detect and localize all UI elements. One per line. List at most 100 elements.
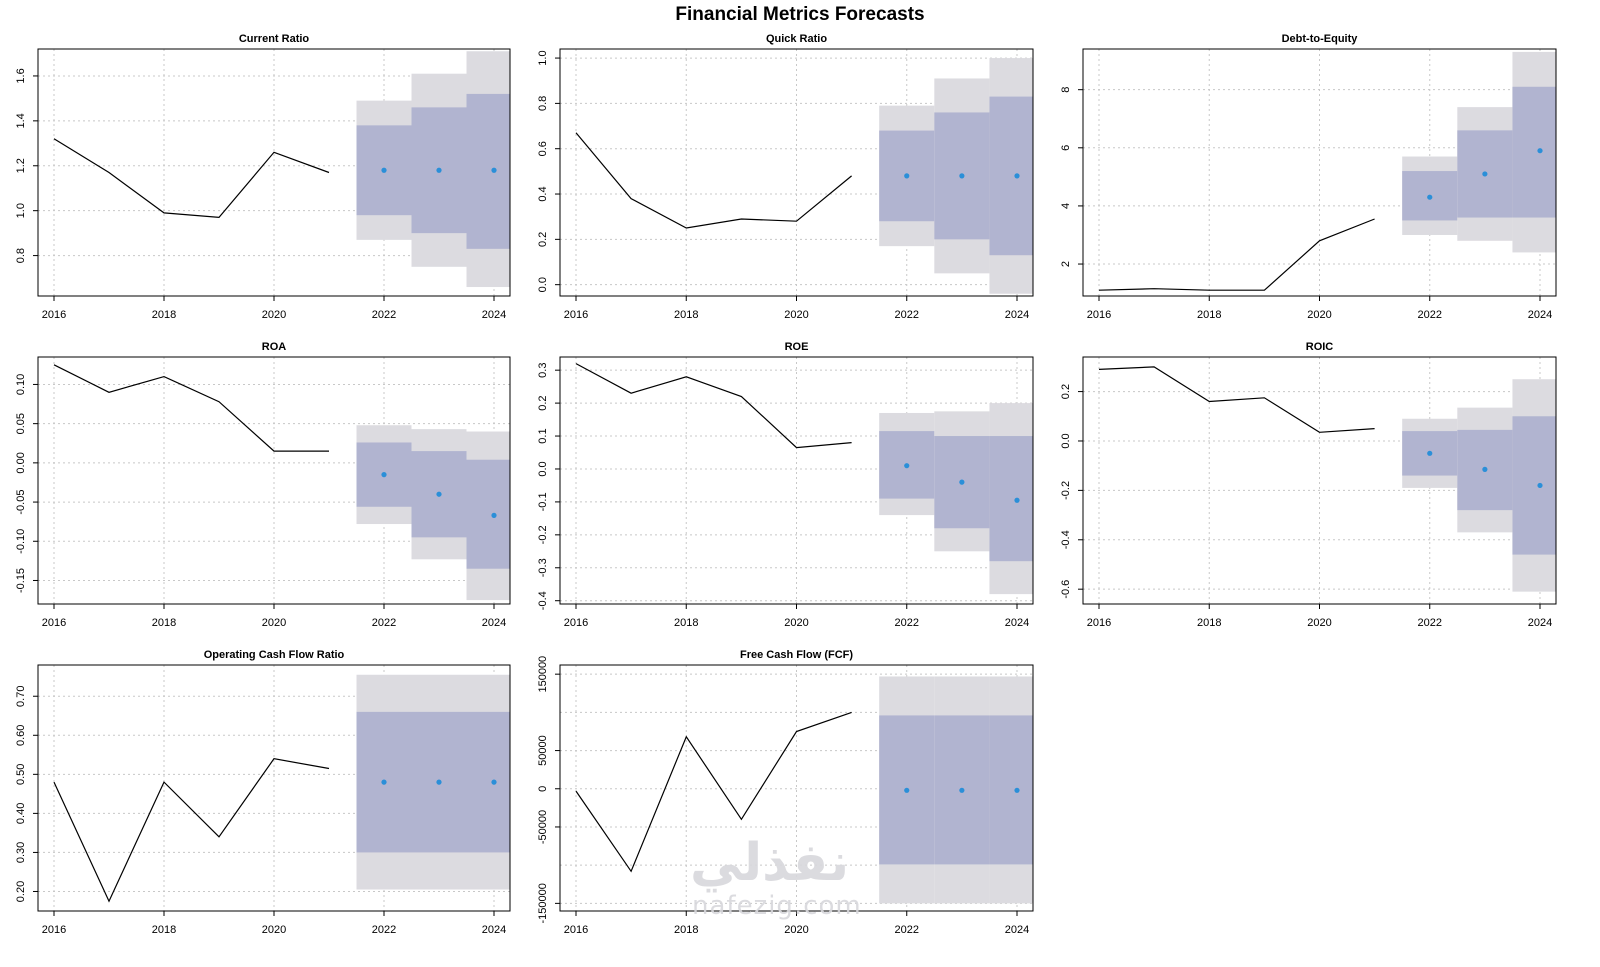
forecast-point-2024	[491, 512, 497, 518]
y-tick-label: -0.4	[1060, 530, 1072, 549]
forecast-point-2024	[491, 167, 497, 173]
forecast-point-2022	[1427, 194, 1433, 200]
y-tick-label: 0.30	[15, 842, 27, 863]
y-tick-label: 0.40	[15, 803, 27, 824]
band-80-2024	[466, 459, 510, 569]
forecast-point-2023	[959, 173, 965, 179]
y-tick-label: -0.1	[537, 492, 549, 511]
plot-area	[1083, 49, 1556, 296]
y-tick-label: 2	[1060, 261, 1072, 267]
x-tick-label: 2020	[784, 617, 808, 629]
y-tick-label: 0.2	[1060, 384, 1072, 399]
x-tick-label: 2024	[1005, 617, 1029, 629]
y-tick-label: -0.2	[537, 525, 549, 544]
x-tick-label: 2022	[895, 617, 919, 629]
panel-title: Free Cash Flow (FCF)	[740, 649, 853, 661]
x-tick-label: 2024	[1005, 924, 1029, 936]
y-tick-label: 0.70	[15, 686, 27, 707]
x-tick-label: 2016	[564, 309, 588, 321]
forecast-point-2023	[959, 787, 965, 793]
history-line	[53, 364, 329, 452]
x-tick-label: 2016	[42, 309, 66, 321]
history-line	[575, 711, 852, 873]
y-tick-label: 1.2	[15, 158, 27, 173]
y-tick-label: 1.0	[15, 203, 27, 218]
y-tick-label: 0.0	[537, 277, 549, 292]
y-tick-label: 0.50	[15, 764, 27, 785]
forecast-point-2022	[381, 167, 387, 173]
forecast-point-2023	[1482, 171, 1488, 177]
x-tick-label: 2022	[372, 309, 396, 321]
panel-4: 2016 2018 2020 2022 2024 -0.15 -0.10 -0.05 0.00 0…	[15, 341, 511, 629]
panel-title: Debt-to-Equity	[1282, 33, 1359, 45]
x-tick-label: 2016	[1087, 309, 1111, 321]
forecast-point-2023	[436, 779, 442, 785]
y-tick-label: 0.0	[1060, 433, 1072, 448]
y-tick-label: 0.0	[537, 461, 549, 476]
x-tick-label: 2024	[1528, 309, 1552, 321]
panel-title: Operating Cash Flow Ratio	[204, 649, 345, 661]
band-80-2024	[989, 715, 1033, 865]
y-tick-label: 0.60	[15, 725, 27, 746]
y-tick-label: 8	[1060, 87, 1072, 93]
history-line	[53, 138, 330, 219]
x-tick-label: 2018	[674, 309, 698, 321]
x-tick-label: 2016	[564, 617, 588, 629]
forecast-point-2024	[491, 779, 497, 785]
x-tick-label: 2018	[1197, 617, 1221, 629]
plot-area	[1083, 357, 1556, 604]
y-tick-label: 0.2	[537, 395, 549, 410]
x-tick-label: 2022	[372, 617, 396, 629]
x-tick-label: 2018	[1197, 309, 1221, 321]
x-tick-label: 2020	[1307, 309, 1331, 321]
y-tick-label: -0.05	[15, 490, 27, 515]
y-tick-label: 0	[537, 786, 549, 792]
page-title: Financial Metrics Forecasts	[675, 4, 925, 25]
y-tick-label: -0.10	[15, 529, 27, 554]
x-tick-label: 2022	[372, 924, 396, 936]
x-tick-label: 2024	[482, 924, 506, 936]
x-tick-label: 2024	[482, 309, 506, 321]
x-tick-label: 2018	[152, 924, 176, 936]
band-80-2024	[989, 436, 1033, 562]
history-line	[575, 132, 852, 229]
band-80-2024	[466, 93, 510, 249]
x-tick-label: 2016	[564, 924, 588, 936]
forecast-point-2022	[381, 779, 387, 785]
x-tick-label: 2020	[784, 309, 808, 321]
history-line	[575, 363, 852, 449]
y-tick-label: 0.4	[537, 186, 549, 201]
panel-6: 2016 2018 2020 2022 2024 -0.6 -0.4 -0.2 0.0 0.2 RO…	[1060, 341, 1557, 629]
x-tick-label: 2024	[1005, 309, 1029, 321]
history-line	[53, 758, 330, 903]
y-tick-label: 4	[1060, 203, 1072, 209]
forecast-point-2024	[1014, 497, 1020, 503]
band-80-2024	[466, 711, 510, 853]
panel-title: ROE	[785, 341, 809, 353]
y-tick-label: 50000	[537, 735, 549, 766]
y-tick-label: -0.3	[537, 558, 549, 577]
x-tick-label: 2018	[674, 924, 698, 936]
y-tick-label: 0.3	[537, 363, 549, 378]
y-tick-label: 1.0	[537, 50, 549, 65]
panel-3: 2016 2018 2020 2022 2024 2 4 6 8 Debt-to-Equity	[1060, 33, 1557, 321]
forecast-point-2023	[1482, 466, 1488, 472]
x-tick-label: 2018	[674, 617, 698, 629]
panel-title: ROA	[262, 341, 287, 353]
y-tick-label: -0.2	[1060, 481, 1072, 500]
plot-area	[560, 665, 1033, 911]
forecast-point-2024	[1014, 173, 1020, 179]
forecast-point-2024	[1537, 148, 1543, 154]
band-80-2024	[989, 96, 1033, 256]
y-tick-label: 0.20	[15, 881, 27, 902]
x-tick-label: 2022	[895, 309, 919, 321]
x-tick-label: 2024	[1528, 617, 1552, 629]
y-tick-label: -0.4	[537, 591, 549, 610]
forecast-point-2024	[1537, 482, 1543, 489]
forecast-point-2022	[904, 787, 910, 793]
y-tick-label: 150000	[537, 656, 549, 693]
x-tick-label: 2020	[262, 924, 286, 936]
x-tick-label: 2022	[1418, 617, 1442, 629]
y-tick-label: 1.6	[15, 68, 27, 83]
